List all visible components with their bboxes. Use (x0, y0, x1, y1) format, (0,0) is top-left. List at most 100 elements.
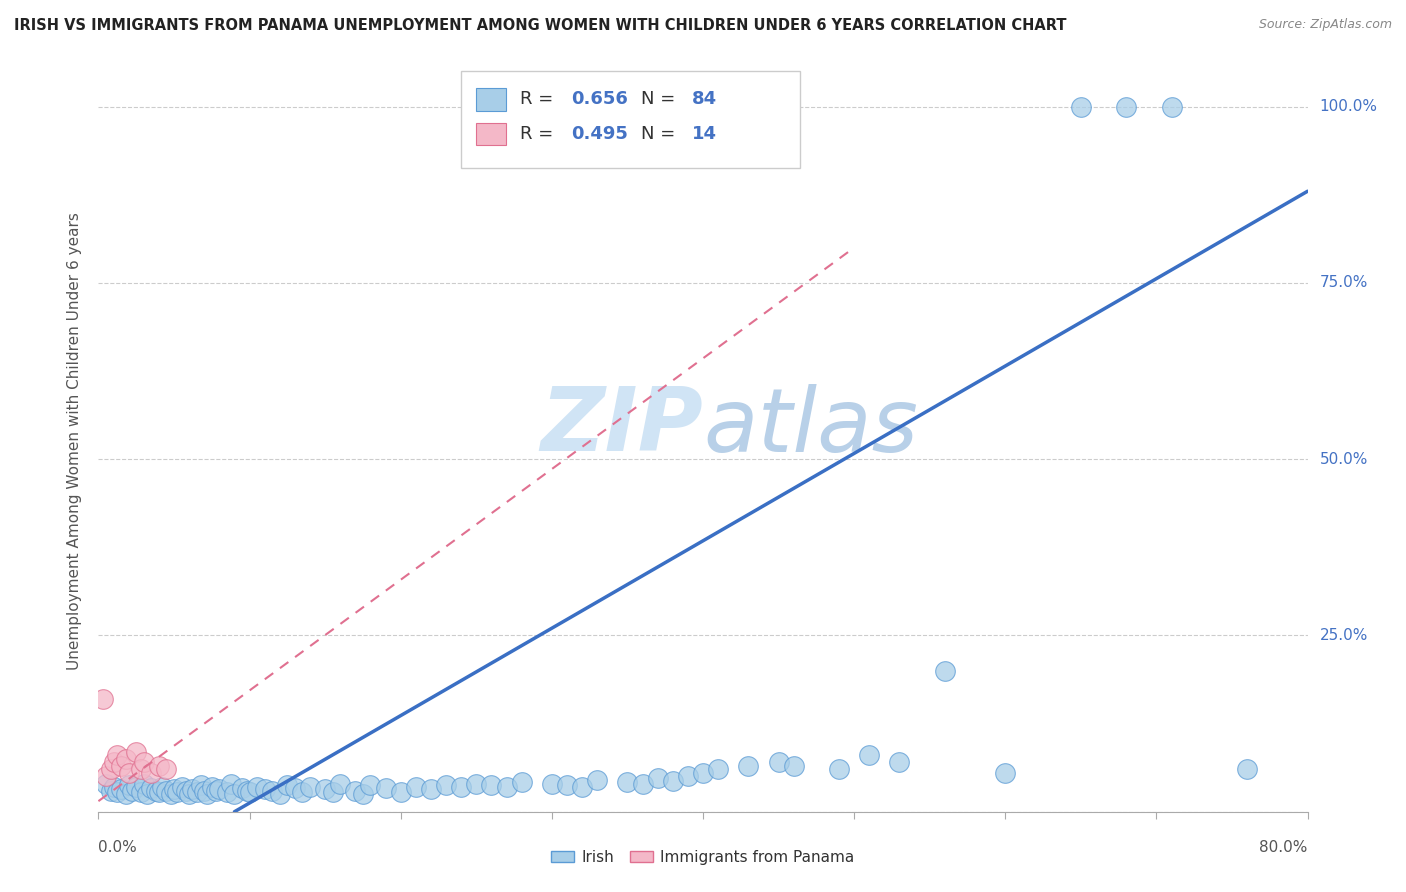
Text: 84: 84 (692, 90, 717, 109)
Point (201, 780, 224, 794)
Point (148, 785, 170, 799)
Text: R =: R = (520, 90, 560, 109)
Point (100, 783, 122, 797)
Text: N =: N = (641, 125, 682, 144)
Point (103, 756, 125, 770)
Text: 80.0%: 80.0% (1260, 840, 1308, 855)
Point (118, 778, 141, 792)
Point (205, 783, 228, 797)
Text: 14: 14 (692, 125, 717, 144)
Point (994, 766, 1017, 780)
Point (269, 787, 291, 801)
Text: R =: R = (520, 125, 560, 144)
Point (284, 781, 307, 796)
Point (676, 769, 699, 783)
Point (934, 664, 956, 678)
Point (132, 776, 155, 790)
Text: ZIP: ZIP (540, 384, 703, 470)
Point (195, 787, 218, 801)
Point (100, 763, 122, 777)
Point (299, 780, 322, 794)
Point (155, 783, 177, 797)
Text: atlas: atlas (703, 384, 918, 470)
Point (1236, 763, 1258, 777)
Point (186, 785, 208, 799)
Point (510, 775, 533, 789)
Point (1160, 100, 1182, 114)
Point (360, 778, 382, 792)
Point (495, 780, 517, 794)
Point (94, 776, 117, 790)
Point (179, 787, 201, 801)
Point (215, 785, 238, 799)
Point (160, 787, 183, 801)
Point (420, 782, 443, 797)
Point (135, 787, 157, 801)
Point (555, 778, 578, 792)
Point (616, 775, 638, 789)
Text: 50.0%: 50.0% (1320, 451, 1368, 467)
FancyBboxPatch shape (475, 123, 506, 145)
Text: Source: ZipAtlas.com: Source: ZipAtlas.com (1258, 18, 1392, 31)
Text: IRISH VS IMMIGRANTS FROM PANAMA UNEMPLOYMENT AMONG WOMEN WITH CHILDREN UNDER 6 Y: IRISH VS IMMIGRANTS FROM PANAMA UNEMPLOY… (14, 18, 1067, 33)
Point (276, 778, 298, 792)
Point (141, 781, 163, 796)
Point (352, 787, 374, 801)
Point (170, 780, 193, 794)
FancyBboxPatch shape (475, 88, 506, 111)
Point (150, 780, 173, 794)
Point (661, 774, 683, 789)
Point (221, 776, 243, 790)
Point (110, 759, 132, 773)
Point (110, 782, 132, 797)
Point (91, 692, 114, 706)
Point (1115, 100, 1137, 114)
Text: 100.0%: 100.0% (1320, 99, 1378, 114)
Point (481, 778, 503, 792)
Point (540, 776, 562, 790)
Point (193, 783, 215, 797)
Point (253, 782, 276, 797)
Point (118, 766, 141, 780)
Point (1070, 100, 1092, 114)
Point (181, 782, 204, 797)
Text: 0.495: 0.495 (571, 125, 628, 144)
Point (405, 780, 427, 794)
Point (450, 780, 472, 794)
Point (231, 781, 253, 796)
Text: N =: N = (641, 90, 682, 109)
Point (208, 782, 231, 797)
Point (190, 778, 212, 792)
Text: 0.656: 0.656 (571, 90, 628, 109)
Point (235, 783, 257, 797)
Point (94, 769, 117, 783)
Point (314, 782, 336, 797)
Point (114, 752, 136, 766)
Point (246, 780, 269, 794)
Point (121, 783, 143, 797)
Point (163, 782, 186, 797)
Legend: Irish, Immigrants from Panama: Irish, Immigrants from Panama (546, 844, 860, 871)
Text: 75.0%: 75.0% (1320, 276, 1368, 291)
FancyBboxPatch shape (461, 71, 800, 168)
Point (129, 763, 152, 777)
Point (105, 785, 128, 799)
Point (783, 759, 806, 773)
Point (148, 759, 170, 773)
Point (262, 783, 284, 797)
Point (889, 756, 911, 770)
Point (125, 780, 148, 794)
Point (707, 763, 730, 777)
Point (344, 783, 367, 797)
Point (103, 780, 125, 794)
Point (105, 748, 128, 763)
Point (141, 766, 163, 780)
Point (434, 778, 457, 792)
Point (374, 781, 396, 796)
Point (389, 785, 412, 799)
Point (858, 748, 880, 763)
Text: 25.0%: 25.0% (1320, 628, 1368, 643)
Point (239, 785, 262, 799)
Point (145, 783, 167, 797)
Point (291, 785, 314, 799)
